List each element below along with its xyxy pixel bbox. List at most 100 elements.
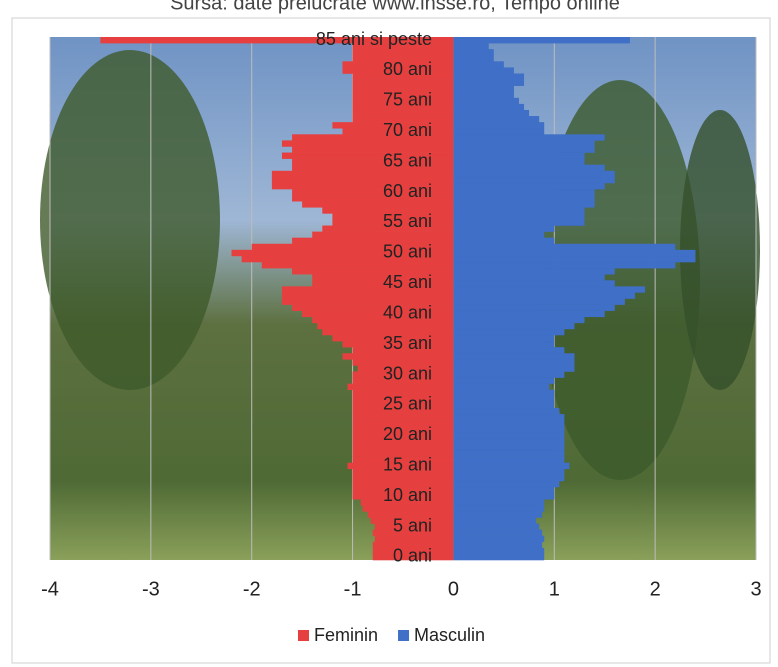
bar [322, 328, 454, 336]
bar [352, 79, 454, 86]
bar [352, 456, 454, 463]
bar [453, 237, 555, 245]
bar [352, 55, 454, 62]
bar [453, 61, 504, 68]
bar [352, 91, 454, 99]
bar [352, 389, 454, 397]
y-tick-label: 65 ani [383, 150, 432, 170]
bar [453, 511, 543, 518]
y-tick-label: 85 ani si peste [316, 29, 432, 49]
bar [352, 480, 454, 488]
bar [453, 414, 565, 421]
bar [360, 499, 454, 506]
bar [352, 468, 454, 476]
bar [271, 170, 454, 178]
bar [453, 292, 635, 299]
bar [453, 225, 555, 232]
bar [292, 146, 454, 153]
bar [453, 493, 555, 500]
bar [292, 158, 454, 166]
bar [453, 517, 537, 524]
bar [453, 182, 605, 190]
bar [374, 523, 454, 530]
bar [453, 462, 570, 470]
bar [453, 158, 585, 166]
bar [292, 134, 454, 141]
bar [347, 383, 454, 391]
bar [453, 401, 555, 409]
legend-label: Feminin [314, 625, 378, 645]
bar [352, 493, 454, 500]
bar [352, 49, 454, 56]
bar [342, 67, 454, 74]
bar [453, 164, 605, 172]
y-tick-label: 50 ani [383, 242, 432, 262]
bar [342, 61, 454, 68]
bar [453, 49, 494, 56]
bar [453, 420, 565, 427]
bar [453, 547, 545, 555]
legend-label: Masculin [414, 625, 485, 645]
bar [100, 37, 454, 44]
x-tick-label: 0 [448, 578, 459, 600]
bar [453, 377, 555, 384]
y-tick-label: 55 ani [383, 211, 432, 231]
bar [453, 255, 696, 263]
legend-swatch [298, 630, 309, 641]
bar [292, 189, 454, 196]
x-tick-label: -4 [41, 578, 59, 600]
bar [453, 395, 555, 403]
y-tick-label: 75 ani [383, 90, 432, 110]
bar [352, 450, 454, 457]
x-tick-label: -2 [243, 578, 261, 600]
bar [453, 353, 575, 360]
bar [453, 444, 565, 451]
bar [453, 128, 545, 135]
bar [453, 207, 585, 214]
bar [342, 128, 454, 135]
bar [453, 280, 615, 287]
y-tick-label: 60 ani [383, 181, 432, 201]
bar [453, 201, 595, 208]
bar [342, 353, 454, 360]
bar [453, 438, 565, 445]
bar [453, 328, 565, 336]
bar [453, 474, 565, 482]
bar [292, 304, 454, 311]
y-tick-label: 70 ani [383, 120, 432, 140]
bar [453, 499, 545, 506]
bar [372, 529, 454, 536]
bar [302, 201, 454, 208]
bar [453, 529, 543, 536]
y-tick-label: 35 ani [383, 333, 432, 353]
y-tick-label: 30 ani [383, 363, 432, 383]
bar [352, 116, 454, 123]
bar [312, 274, 454, 281]
bar [342, 341, 454, 348]
bar [352, 73, 454, 80]
bar [231, 249, 454, 257]
bar [352, 377, 454, 384]
bar [453, 432, 565, 439]
bar [352, 474, 454, 482]
bar [352, 347, 454, 354]
y-tick-label: 20 ani [383, 424, 432, 444]
bar [453, 176, 615, 184]
bar [453, 322, 575, 330]
bar [453, 341, 555, 348]
bar [352, 426, 454, 433]
tree [680, 110, 760, 390]
bar [241, 255, 454, 263]
bar [453, 43, 489, 50]
bar [302, 310, 454, 318]
bar [453, 195, 595, 202]
x-tick-label: 1 [549, 578, 560, 600]
y-tick-label: 25 ani [383, 394, 432, 414]
bar [453, 262, 676, 269]
bar [453, 359, 575, 366]
bar [453, 450, 565, 457]
y-tick-label: 40 ani [383, 302, 432, 322]
bar [352, 444, 454, 451]
bar [453, 334, 555, 342]
bar [281, 152, 454, 159]
